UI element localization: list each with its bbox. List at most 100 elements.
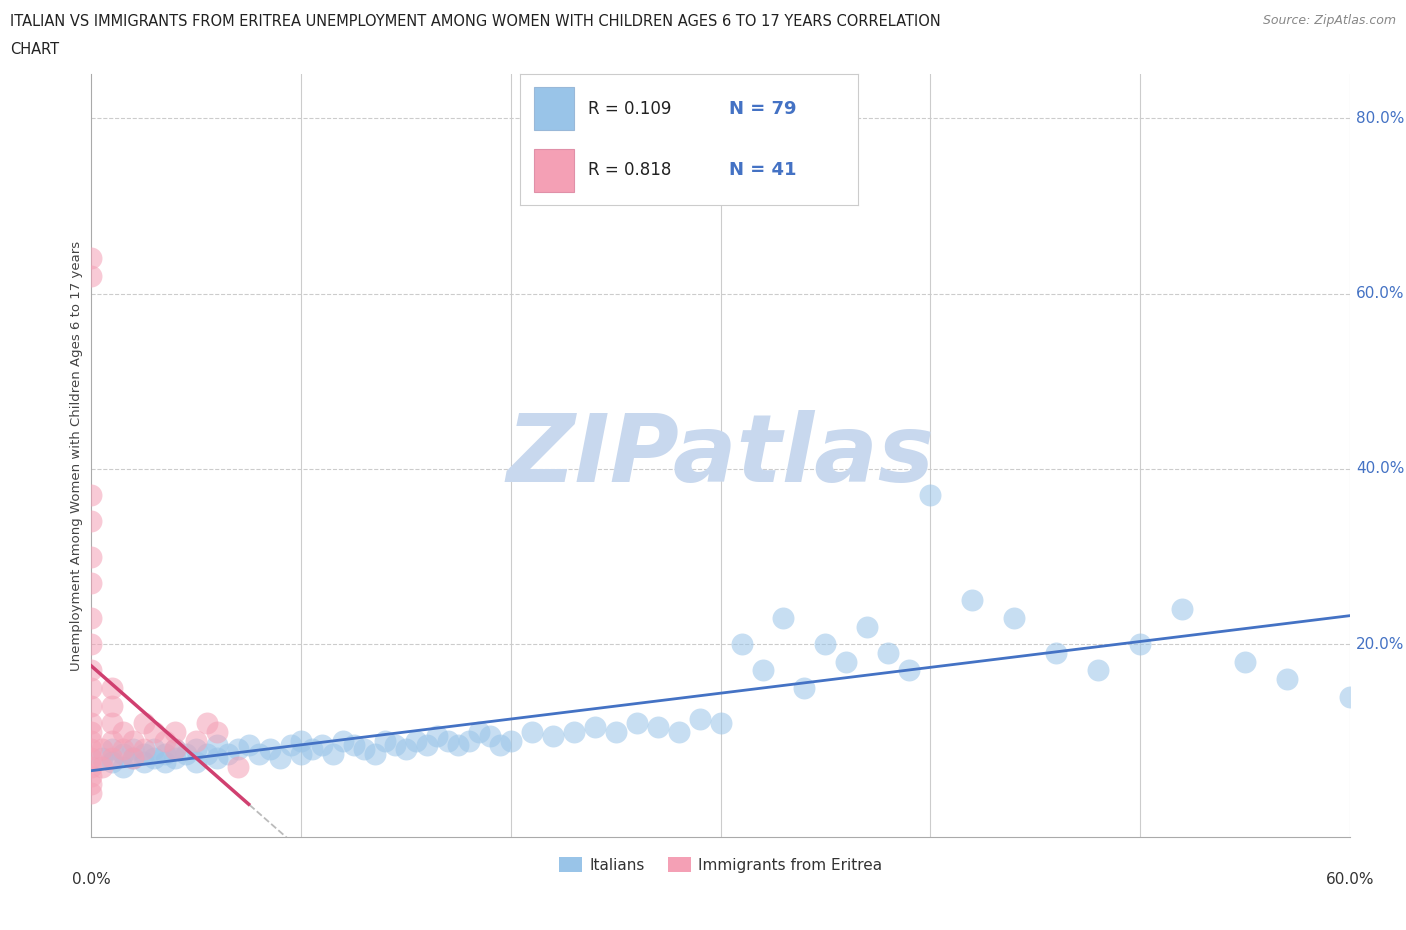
Point xyxy=(489,737,512,752)
Text: ZIPatlas: ZIPatlas xyxy=(506,410,935,501)
Point xyxy=(122,733,145,748)
Point xyxy=(920,487,942,502)
Point xyxy=(290,733,312,748)
Point xyxy=(132,715,155,730)
Point xyxy=(80,786,103,801)
Text: 80.0%: 80.0% xyxy=(1355,111,1405,126)
Point xyxy=(90,760,112,775)
Point xyxy=(562,724,585,739)
Point xyxy=(1171,602,1194,617)
Point xyxy=(80,760,103,775)
Point xyxy=(205,724,228,739)
Text: 40.0%: 40.0% xyxy=(1355,461,1405,476)
Point xyxy=(101,715,124,730)
Point xyxy=(101,751,124,765)
Point xyxy=(374,733,396,748)
Point xyxy=(280,737,302,752)
Point xyxy=(384,737,406,752)
Point xyxy=(80,724,103,739)
Point xyxy=(132,742,155,757)
Text: 0.0%: 0.0% xyxy=(72,872,111,887)
Point xyxy=(898,663,921,678)
Point xyxy=(143,742,166,757)
Point xyxy=(426,729,449,744)
Point xyxy=(668,724,690,739)
Text: N = 41: N = 41 xyxy=(730,161,797,179)
Point xyxy=(814,637,837,652)
Point xyxy=(205,737,228,752)
Point xyxy=(111,724,134,739)
Point xyxy=(416,737,439,752)
Point xyxy=(520,724,543,739)
FancyBboxPatch shape xyxy=(534,87,574,130)
Point xyxy=(80,742,103,757)
Point xyxy=(226,742,249,757)
Point xyxy=(478,729,501,744)
Point xyxy=(80,514,103,529)
Text: R = 0.818: R = 0.818 xyxy=(588,161,671,179)
Point xyxy=(153,746,176,761)
Text: 60.0%: 60.0% xyxy=(1326,872,1374,887)
Point xyxy=(101,681,124,696)
Point xyxy=(217,746,239,761)
Point xyxy=(468,724,491,739)
Point xyxy=(174,746,197,761)
Point xyxy=(80,487,103,502)
Point xyxy=(101,733,124,748)
Point xyxy=(259,742,281,757)
Point xyxy=(80,610,103,625)
Point xyxy=(80,777,103,791)
Point xyxy=(962,593,984,608)
Point xyxy=(165,724,187,739)
Point xyxy=(80,663,103,678)
Point xyxy=(541,729,564,744)
Point xyxy=(647,720,669,735)
Point xyxy=(90,751,112,765)
Point xyxy=(793,681,815,696)
Point xyxy=(405,733,427,748)
Point xyxy=(153,755,176,770)
Point xyxy=(856,619,879,634)
Point xyxy=(165,751,187,765)
Point xyxy=(80,681,103,696)
Point xyxy=(132,755,155,770)
Point xyxy=(605,724,627,739)
Point xyxy=(332,733,354,748)
Point xyxy=(143,751,166,765)
Point xyxy=(1129,637,1152,652)
Point xyxy=(322,746,344,761)
Point xyxy=(195,746,218,761)
Point xyxy=(80,576,103,591)
Point xyxy=(186,742,208,757)
Point xyxy=(395,742,418,757)
Point xyxy=(111,742,134,757)
Point xyxy=(186,733,208,748)
Point xyxy=(80,549,103,564)
Text: Source: ZipAtlas.com: Source: ZipAtlas.com xyxy=(1263,14,1396,27)
Text: ITALIAN VS IMMIGRANTS FROM ERITREA UNEMPLOYMENT AMONG WOMEN WITH CHILDREN AGES 6: ITALIAN VS IMMIGRANTS FROM ERITREA UNEMP… xyxy=(10,14,941,29)
Point xyxy=(499,733,522,748)
Point xyxy=(226,760,249,775)
Point xyxy=(363,746,385,761)
Point xyxy=(751,663,773,678)
Point xyxy=(80,698,103,713)
Point xyxy=(132,746,155,761)
Text: R = 0.109: R = 0.109 xyxy=(588,100,671,118)
Point xyxy=(269,751,291,765)
Point xyxy=(90,742,112,757)
Point xyxy=(186,755,208,770)
Point xyxy=(195,715,218,730)
Point xyxy=(689,711,711,726)
Point xyxy=(835,654,858,669)
Text: 60.0%: 60.0% xyxy=(1355,286,1405,301)
Point xyxy=(80,637,103,652)
Point xyxy=(772,610,794,625)
Point xyxy=(730,637,752,652)
Point xyxy=(101,698,124,713)
Point xyxy=(80,751,103,765)
Point xyxy=(122,751,145,765)
Point xyxy=(80,715,103,730)
Y-axis label: Unemployment Among Women with Children Ages 6 to 17 years: Unemployment Among Women with Children A… xyxy=(70,241,83,671)
Point xyxy=(101,742,124,757)
FancyBboxPatch shape xyxy=(534,149,574,192)
